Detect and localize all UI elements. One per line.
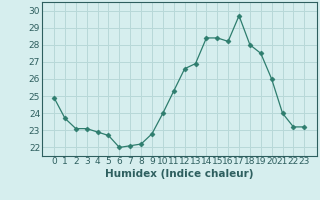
X-axis label: Humidex (Indice chaleur): Humidex (Indice chaleur) [105, 169, 253, 179]
